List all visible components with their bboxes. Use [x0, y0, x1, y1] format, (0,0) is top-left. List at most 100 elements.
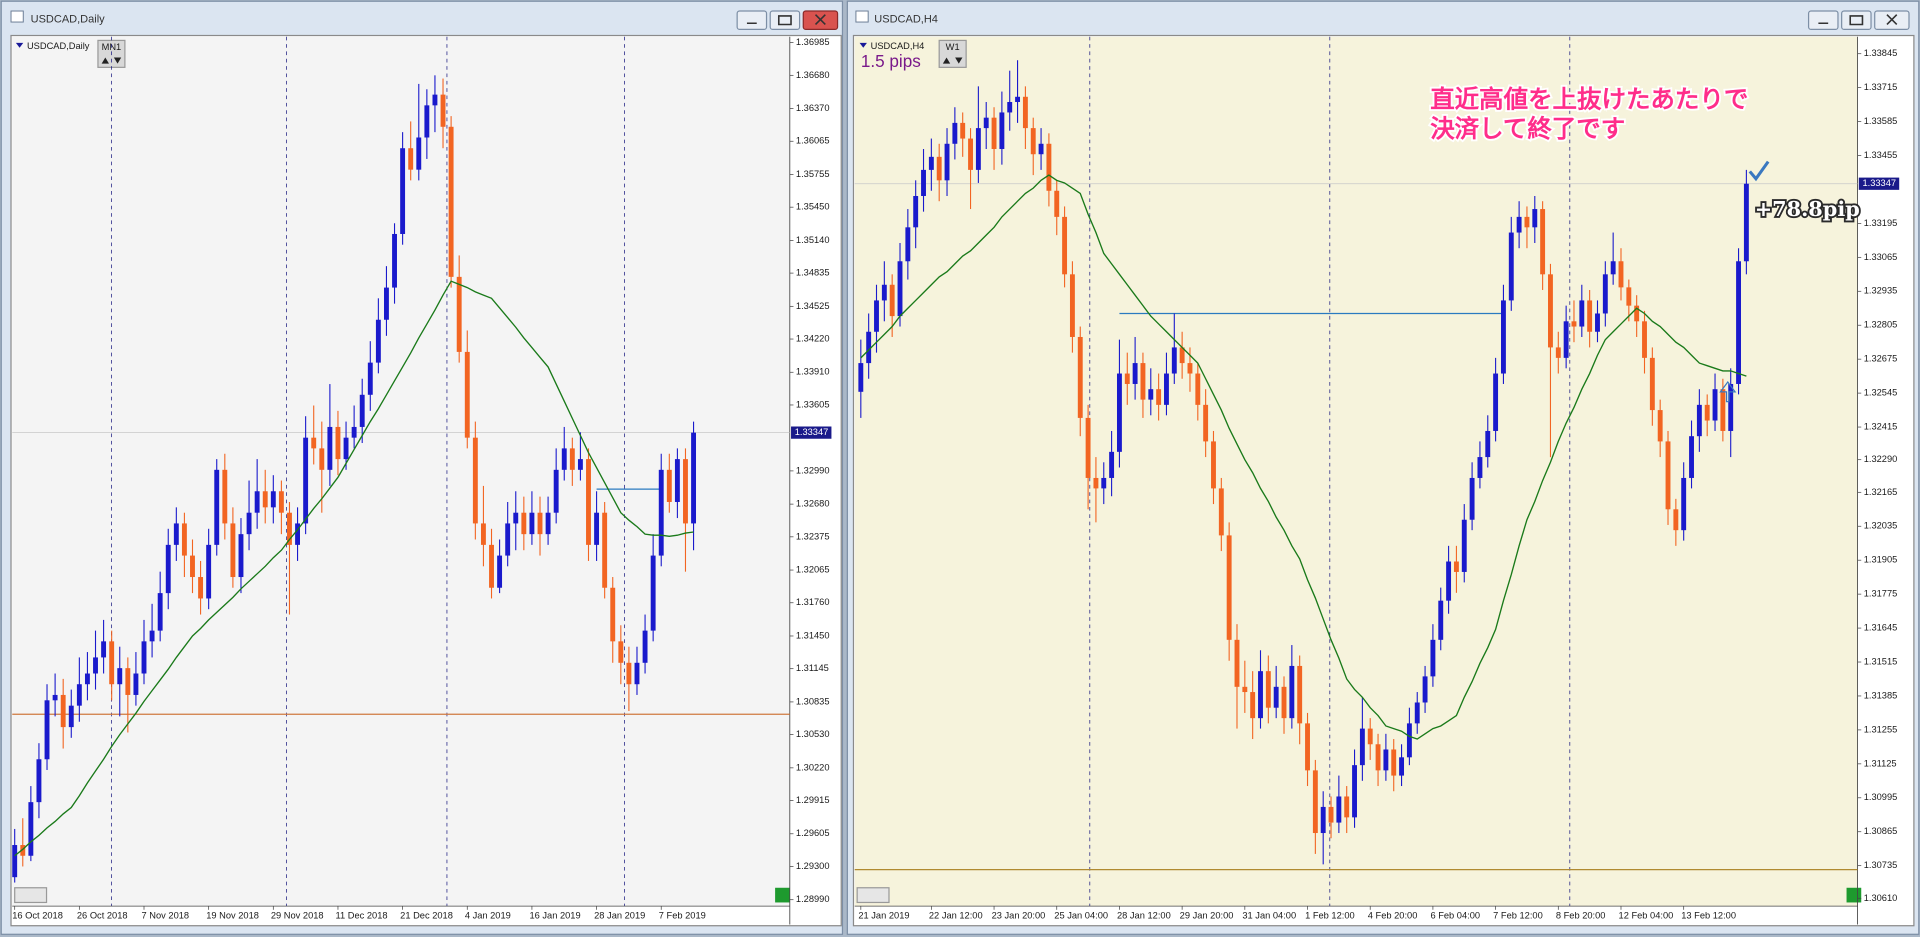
candle-body — [1367, 728, 1373, 745]
candle-body — [1516, 216, 1522, 233]
candle-body — [1030, 128, 1036, 155]
y-tick-label: 1.33585 — [1864, 116, 1898, 126]
candle-body — [270, 491, 276, 508]
y-tick-label: 1.32065 — [796, 565, 830, 575]
toolbar-icons[interactable] — [14, 887, 48, 904]
candle-body — [537, 512, 543, 535]
y-tick-label: 1.34220 — [796, 333, 830, 343]
candle-body — [529, 512, 535, 535]
dropdown-arrow — [859, 42, 867, 48]
candle-body — [1077, 336, 1083, 418]
price-box — [1858, 177, 1900, 190]
candle-body — [1453, 561, 1459, 572]
x-tick-label: 22 Jan 12:00 — [929, 910, 983, 920]
profit-label: +78.8pip — [1755, 196, 1860, 221]
candle-body — [1579, 300, 1585, 327]
candle-body — [1446, 561, 1452, 601]
period-arrows — [101, 57, 122, 64]
y-tick-label: 1.32165 — [1864, 487, 1898, 497]
window-buttons[interactable] — [736, 10, 839, 31]
x-tick-label: 4 Feb 20:00 — [1368, 910, 1418, 920]
candle-body — [1305, 723, 1310, 771]
toolbar-icons[interactable] — [856, 887, 890, 904]
candle-body — [618, 641, 624, 663]
candle-body — [1649, 357, 1655, 411]
candle-body — [1634, 305, 1640, 322]
y-tick-label: 1.32805 — [1864, 320, 1898, 330]
candle-body — [84, 673, 90, 685]
candle-body — [1203, 404, 1209, 442]
candle-body — [602, 512, 608, 588]
candle-body — [1548, 274, 1553, 348]
window-title: USDCAD,Daily — [31, 13, 106, 25]
candle-body — [1289, 665, 1295, 719]
x-tick-label: 6 Feb 04:00 — [1430, 910, 1480, 920]
candle-body — [874, 300, 879, 332]
maximize-button[interactable] — [769, 10, 801, 31]
y-tick-label: 1.32990 — [796, 465, 830, 475]
candle-body — [1469, 477, 1475, 520]
candle-body — [238, 534, 244, 578]
candle-body — [117, 668, 123, 685]
y-tick-label: 1.29915 — [796, 795, 830, 805]
candle-body — [1148, 389, 1154, 400]
candle-body — [1728, 383, 1734, 431]
candle-body — [1022, 96, 1028, 129]
status-indicator — [775, 887, 790, 903]
candle-body — [1704, 404, 1710, 421]
candle-body — [1234, 639, 1240, 687]
candle-body — [545, 512, 551, 535]
window-title: USDCAD,H4 — [874, 13, 938, 25]
x-tick-label: 28 Jan 12:00 — [1117, 910, 1171, 920]
candle-body — [1226, 535, 1232, 640]
y-tick-label: 1.33715 — [1864, 82, 1898, 92]
candle-body — [287, 512, 292, 545]
x-tick-label: 19 Nov 2018 — [206, 910, 259, 920]
candle-body — [928, 156, 934, 170]
candle-body — [1540, 209, 1546, 275]
x-tick-label: 1 Feb 12:00 — [1305, 910, 1355, 920]
candle-body — [999, 112, 1005, 149]
candle-body — [448, 126, 454, 277]
candle-body — [214, 469, 220, 545]
candle-body — [1414, 702, 1420, 724]
y-tick-label: 1.31255 — [1864, 724, 1898, 734]
candle-body — [432, 94, 438, 106]
candle-body — [594, 512, 600, 545]
candle-body — [440, 94, 446, 127]
annotation: 決済して終了です — [1430, 114, 1625, 143]
candle-body — [1438, 600, 1444, 640]
candle-body — [505, 523, 511, 556]
candle-body — [1328, 806, 1334, 823]
candle-body — [1156, 389, 1162, 405]
plots: 1.36985 1.36680 1.36370 1.36065 1.35755 1.354… — [12, 36, 1900, 925]
candle-body — [311, 437, 317, 449]
candle-body — [1642, 321, 1647, 358]
moving-average — [860, 174, 1747, 740]
candle-body — [1132, 363, 1138, 384]
y-tick-label: 1.31145 — [796, 663, 829, 673]
candle-body — [658, 469, 664, 556]
maximize-button[interactable] — [1841, 10, 1872, 31]
candle-body — [1743, 183, 1749, 262]
candle-body — [952, 122, 958, 144]
window-buttons[interactable] — [1807, 10, 1910, 31]
candle-body — [68, 705, 74, 728]
candle-body — [181, 523, 187, 556]
period-arrows — [942, 57, 963, 64]
minimize-button[interactable] — [736, 10, 768, 31]
candle-body — [1461, 519, 1467, 572]
candle-body — [1124, 373, 1130, 384]
y-tick-label: 1.33910 — [796, 367, 830, 377]
candle-body — [1187, 363, 1193, 374]
candle-body — [1626, 287, 1632, 306]
candle-body — [1195, 373, 1201, 405]
spread-label: 1.5 pips — [861, 51, 921, 71]
candle-body — [1265, 671, 1271, 708]
candle-body — [1258, 671, 1263, 719]
candle-body — [913, 195, 919, 228]
minimize-button[interactable] — [1807, 10, 1839, 31]
candle-body — [262, 491, 268, 508]
candle-body — [198, 577, 204, 599]
candle-body — [343, 437, 349, 460]
